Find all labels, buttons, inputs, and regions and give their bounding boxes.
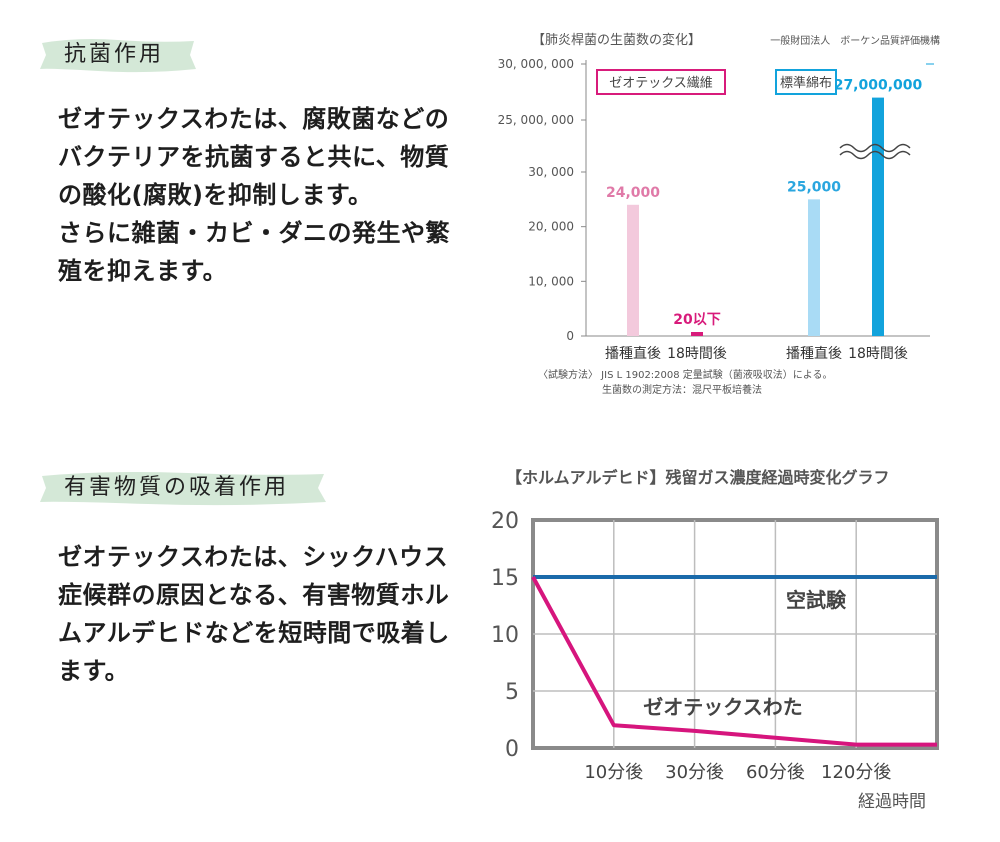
y-tick-label: 30, 000 — [528, 165, 574, 179]
category-label: 播種直後 — [605, 345, 661, 362]
body-line: ゼオテックスわたは、腐敗菌などの — [58, 105, 450, 133]
y-tick-label: 25, 000, 000 — [498, 113, 574, 127]
data-labels: 24,000 20以下 25,000 27,000,000 — [606, 63, 934, 328]
category-label: 18時間後 — [667, 346, 727, 362]
section-heading: 抗菌作用 — [64, 42, 165, 67]
body-line: ます。 — [58, 657, 130, 685]
category-label: 播種直後 — [786, 345, 842, 362]
chart-note: 生菌数の測定方法：混尺平板培養法 — [602, 383, 762, 396]
section-heading: 有害物質の吸着作用 — [64, 475, 290, 500]
y-tick-label: 20 — [491, 509, 519, 534]
formaldehyde-line-chart: 【ホルムアルデヒド】残留ガス濃度経過時変化グラフ 0 5 10 15 20 10分後 30… — [491, 468, 939, 812]
label-brush-background — [40, 472, 326, 506]
body-line: の酸化(腐敗)を抑制します。 — [58, 181, 373, 209]
bar — [691, 332, 703, 336]
section-label-antibacterial: 抗菌作用 — [38, 35, 196, 75]
chart-note: 〈試験方法〉 JIS L 1902:2008 定量試験（菌液吸収法）による。 — [538, 368, 833, 381]
x-tick-labels: 10分後 30分後 60分後 120分後 — [584, 762, 891, 783]
chart-grid — [531, 518, 939, 750]
y-tick-labels: 0 10, 000 20, 000 30, 000 25, 000, 000 30, 00… — [498, 57, 586, 343]
bacteria-bar-chart: 【肺炎桿菌の生菌数の変化】 一般財団法人 ボーケン品質評価機構 0 10, 000… — [498, 32, 940, 396]
body-line: 症候群の原因となる、有害物質ホル — [58, 581, 450, 609]
series-label: 空試験 — [786, 588, 847, 612]
category-labels: 播種直後 18時間後 播種直後 18時間後 — [605, 345, 908, 362]
section-body-antibacterial: ゼオテックスわたは、腐敗菌などの バクテリアを抗菌すると共に、物質 の酸化(腐敗… — [58, 100, 450, 290]
y-tick-label: 10, 000 — [528, 274, 574, 288]
data-label: 27,000,000 — [834, 78, 923, 94]
y-tick-label: 5 — [505, 680, 519, 705]
body-line: 殖を抑えます。 — [58, 257, 228, 285]
series-line — [531, 576, 937, 747]
section-body-adsorption: ゼオテックスわたは、シックハウス 症候群の原因となる、有害物質ホル ムアルデヒド… — [58, 538, 450, 690]
x-tick-label: 60分後 — [746, 762, 805, 783]
y-tick-label: 10 — [491, 623, 519, 648]
bar — [627, 204, 639, 336]
axis-break-icon — [839, 150, 911, 160]
series-label: ゼオテックスわた — [643, 695, 802, 719]
label-brush-background — [40, 39, 196, 73]
x-tick-label: 30分後 — [665, 762, 724, 783]
body-line: バクテリアを抗菌すると共に、物質 — [58, 143, 450, 171]
y-tick-label: 30, 000, 000 — [498, 57, 574, 71]
data-label: 20以下 — [673, 312, 720, 328]
bars — [627, 97, 884, 336]
category-label: 18時間後 — [848, 346, 908, 362]
y-tick-label: 0 — [566, 329, 574, 343]
body-line: ゼオテックスわたは、シックハウス — [58, 543, 449, 571]
data-label: 24,000 — [606, 185, 660, 201]
data-label: 25,000 — [787, 179, 841, 195]
chart-title: 【肺炎桿菌の生菌数の変化】 — [532, 32, 701, 48]
legend-label: ゼオテックス繊維 — [609, 75, 713, 91]
y-tick-label: 0 — [505, 737, 519, 762]
legend-label: 標準綿布 — [780, 75, 832, 91]
bar — [808, 199, 820, 336]
legend-item-cotton: 標準綿布 — [775, 69, 837, 95]
y-tick-labels: 0 5 10 15 20 — [491, 509, 519, 762]
y-tick-label: 20, 000 — [528, 220, 574, 234]
legend: ゼオテックス繊維 標準綿布 — [596, 69, 837, 95]
x-tick-label: 10分後 — [584, 762, 643, 783]
body-line: ムアルデヒドなどを短時間で吸着し — [58, 619, 450, 647]
legend-box — [775, 69, 837, 95]
legend-box — [596, 69, 726, 95]
body-line: さらに雑菌・カビ・ダニの発生や繁 — [58, 219, 450, 247]
legend-item-zeotex: ゼオテックス繊維 — [596, 69, 726, 95]
x-axis-label: 経過時間 — [858, 792, 926, 812]
x-tick-label: 120分後 — [821, 762, 891, 783]
y-tick-label: 15 — [491, 566, 519, 591]
axis-break-icon — [839, 143, 911, 153]
series-lines — [531, 575, 937, 747]
bar — [872, 97, 884, 336]
chart-title: 【ホルムアルデヒド】残留ガス濃度経過時変化グラフ — [506, 468, 890, 487]
section-label-adsorption: 有害物質の吸着作用 — [38, 468, 326, 508]
chart-source: 一般財団法人 ボーケン品質評価機構 — [770, 34, 940, 47]
